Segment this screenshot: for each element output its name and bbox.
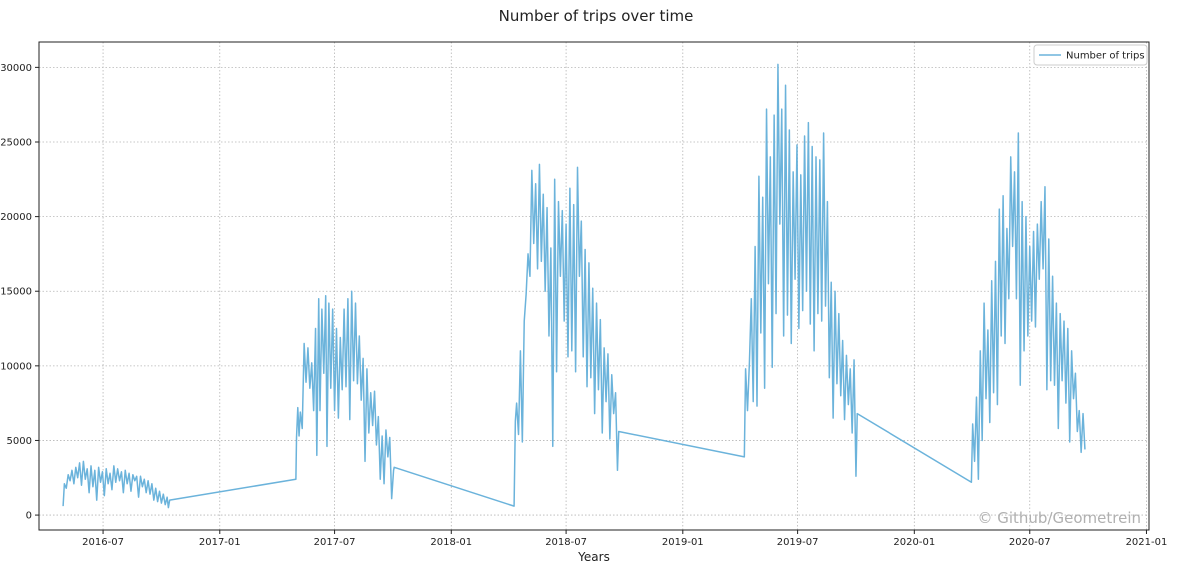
x-tick-label: 2020-07 [1009, 537, 1051, 548]
y-tick-label: 10000 [0, 361, 32, 372]
y-tick-label: 5000 [7, 436, 32, 447]
x-axis-label: Years [577, 550, 610, 564]
x-tick-label: 2017-07 [314, 537, 356, 548]
x-tick-label: 2018-01 [430, 537, 472, 548]
grid-lines [39, 42, 1149, 530]
series-layer [62, 63, 1086, 509]
x-tick-label: 2018-07 [545, 537, 587, 548]
y-tick-label: 15000 [0, 287, 32, 298]
x-tick-label: 2019-07 [777, 537, 819, 548]
series-line-number-of-trips [62, 63, 1086, 509]
y-tick-label: 30000 [0, 63, 32, 74]
y-tick-label: 0 [26, 511, 32, 522]
y-tick-label: 20000 [0, 212, 32, 223]
legend-box [1033, 44, 1148, 66]
plot-frame [38, 41, 1150, 531]
x-tick-label: 2021-01 [1126, 537, 1168, 548]
x-tick-label: 2017-01 [199, 537, 241, 548]
chart-title: Number of trips over time [499, 7, 694, 25]
x-tick-label: 2019-01 [662, 537, 704, 548]
y-tick-label: 25000 [0, 137, 32, 148]
y-axis-ticks: 0 5000 10000 15000 20000 25000 30000 [0, 63, 39, 522]
x-axis-ticks: 2016-07 2017-01 2017-07 2018-01 2018-07 2019-… [82, 530, 1167, 548]
watermark-text: © Github/Geometrein [977, 509, 1141, 527]
x-tick-label: 2016-07 [82, 537, 124, 548]
x-tick-label: 2020-01 [893, 537, 935, 548]
legend-label: Number of trips [1066, 51, 1145, 62]
legend: Number of trips [1033, 44, 1148, 66]
